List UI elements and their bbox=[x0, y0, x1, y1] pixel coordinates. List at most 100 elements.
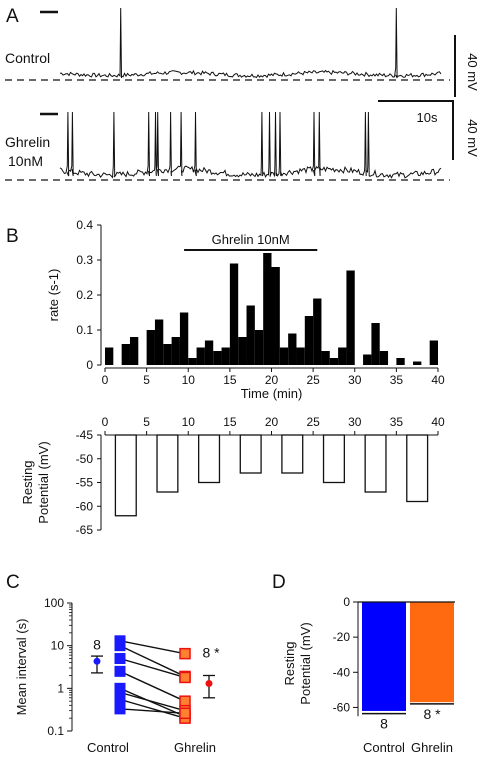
rate-bar bbox=[271, 267, 280, 365]
rate-histogram: 0 0.1 0.2 0.3 0.4 0 5 10 15 20 25 30 35 40 Ghrelin 10n… bbox=[46, 218, 445, 401]
rate-bar bbox=[179, 312, 189, 365]
control-point bbox=[114, 703, 126, 715]
rate-y-axis-label: rate (s-1) bbox=[46, 269, 61, 322]
resting-potential-bar-chart: 0 -20 -40 -60 8 Control 8 * Ghrelin Resting Poten… bbox=[282, 595, 455, 755]
rate-bar bbox=[279, 347, 289, 365]
rp-y-axis-label-line2: Potential (mV) bbox=[298, 622, 313, 704]
ghrelin-point bbox=[179, 671, 191, 684]
rest-x-tick-label: 30 bbox=[348, 415, 362, 429]
trace-label-ghrelin-conc: 10nM bbox=[8, 153, 43, 169]
rest-bar bbox=[364, 434, 387, 493]
rate-bar bbox=[429, 340, 438, 365]
trace-control bbox=[59, 7, 442, 79]
trace-label-ghrelin: Ghrelin bbox=[5, 134, 50, 150]
mean-interval-chart: 0.1 1 10 100 8 8 * Control Ghrelin Mean interval… bbox=[14, 596, 220, 755]
rest-x-tick-label: 10 bbox=[182, 415, 196, 429]
rest-x-tick-label: 25 bbox=[306, 415, 320, 429]
rp-bar-ghrelin bbox=[410, 602, 454, 703]
rp-y-axis-label-line1: Resting bbox=[282, 641, 297, 685]
rest-x-tick-label: 20 bbox=[265, 415, 279, 429]
rate-bar bbox=[413, 361, 422, 365]
rp-n-label: 8 * bbox=[423, 706, 441, 722]
rate-bar bbox=[329, 358, 339, 365]
rate-x-tick-label: 30 bbox=[348, 373, 362, 387]
rate-bar bbox=[196, 347, 205, 365]
rate-x-tick-label: 5 bbox=[143, 373, 150, 387]
pair-connector bbox=[119, 670, 186, 702]
ghrelin-point bbox=[179, 695, 191, 707]
rest-y-tick-label: -65 bbox=[76, 523, 94, 537]
rate-bar bbox=[229, 263, 239, 365]
rate-y-tick-label: 0.2 bbox=[76, 288, 93, 302]
panel-label-d: D bbox=[272, 572, 286, 593]
rp-n-label: 8 bbox=[380, 716, 388, 732]
rate-bar bbox=[263, 253, 272, 365]
rest-bar bbox=[198, 434, 221, 484]
rate-bar bbox=[296, 347, 305, 365]
voltage-scale-label-1: 40 mV bbox=[465, 53, 480, 91]
panel-label-a: A bbox=[6, 6, 19, 27]
ghrelin-point bbox=[179, 647, 191, 660]
rp-y-tick-label: -60 bbox=[333, 700, 351, 714]
rate-bar bbox=[121, 344, 130, 365]
rest-y-tick-label: -45 bbox=[76, 428, 94, 442]
rate-bar bbox=[363, 354, 372, 365]
rate-bar bbox=[313, 298, 322, 365]
ghrelin-mean-point bbox=[205, 679, 213, 687]
voltage-scale-label-2: 40 mV bbox=[465, 119, 480, 157]
rate-bar bbox=[105, 347, 114, 365]
rate-bar bbox=[204, 340, 214, 365]
ghrelin-application-label: Ghrelin 10nM bbox=[212, 232, 290, 247]
rp-x-label: Control bbox=[363, 740, 405, 755]
control-mean-point bbox=[93, 657, 101, 665]
rate-bar bbox=[321, 351, 330, 365]
rate-bar bbox=[304, 316, 314, 365]
panel-label-c: C bbox=[6, 572, 20, 593]
panel-label-b: B bbox=[6, 226, 19, 247]
rate-x-tick-label: 10 bbox=[182, 373, 196, 387]
rate-bar bbox=[129, 337, 139, 365]
rest-bar bbox=[281, 434, 304, 474]
interval-y-axis-label: Mean interval (s) bbox=[14, 619, 29, 716]
rate-bar bbox=[221, 347, 230, 365]
rest-x-tick-label: 0 bbox=[102, 415, 109, 429]
control-point bbox=[114, 693, 126, 705]
rest-x-tick-label: 15 bbox=[223, 415, 237, 429]
ghrelin-point bbox=[179, 707, 191, 720]
interval-x-label-ghrelin: Ghrelin bbox=[174, 740, 216, 755]
rp-y-tick-label: 0 bbox=[343, 595, 350, 609]
rate-bar bbox=[188, 358, 197, 365]
rest-y-tick-label: -60 bbox=[76, 499, 94, 513]
control-point bbox=[114, 640, 126, 652]
rest-bar bbox=[156, 434, 179, 493]
rate-bar bbox=[338, 347, 347, 365]
control-point bbox=[114, 665, 126, 677]
control-point bbox=[114, 653, 126, 665]
rate-bar bbox=[379, 351, 389, 365]
rate-bar bbox=[246, 305, 255, 365]
rest-bar bbox=[114, 434, 137, 517]
pair-connector bbox=[119, 698, 186, 719]
rp-y-tick-label: -40 bbox=[333, 665, 351, 679]
interval-y-tick-label: 1 bbox=[57, 681, 64, 695]
rest-y-tick-label: -50 bbox=[76, 452, 94, 466]
rate-bar bbox=[213, 351, 222, 365]
trace-ghrelin bbox=[59, 111, 442, 179]
pair-connector bbox=[119, 708, 186, 714]
rest-y-tick-label: -55 bbox=[76, 476, 94, 490]
rest-y-axis-label-line2: Potential (mV) bbox=[36, 441, 51, 523]
pair-connector bbox=[119, 687, 186, 718]
rate-bar bbox=[346, 270, 355, 365]
rp-y-tick-label: -20 bbox=[333, 630, 351, 644]
rate-bar bbox=[371, 323, 380, 365]
rate-bar bbox=[238, 337, 247, 365]
rest-bar bbox=[239, 434, 262, 474]
interval-x-label-control: Control bbox=[87, 740, 129, 755]
ghrelin-n-label: 8 * bbox=[202, 644, 220, 660]
resting-potential-over-time: -45 -50 -55 -60 -65 0 5 10 15 20 25 30 35 40 Resting Po… bbox=[20, 415, 445, 537]
rate-x-tick-label: 40 bbox=[431, 373, 445, 387]
rate-bar bbox=[396, 358, 405, 365]
rate-y-tick-label: 0.4 bbox=[76, 218, 93, 232]
rest-y-axis-label-line1: Resting bbox=[20, 460, 35, 504]
